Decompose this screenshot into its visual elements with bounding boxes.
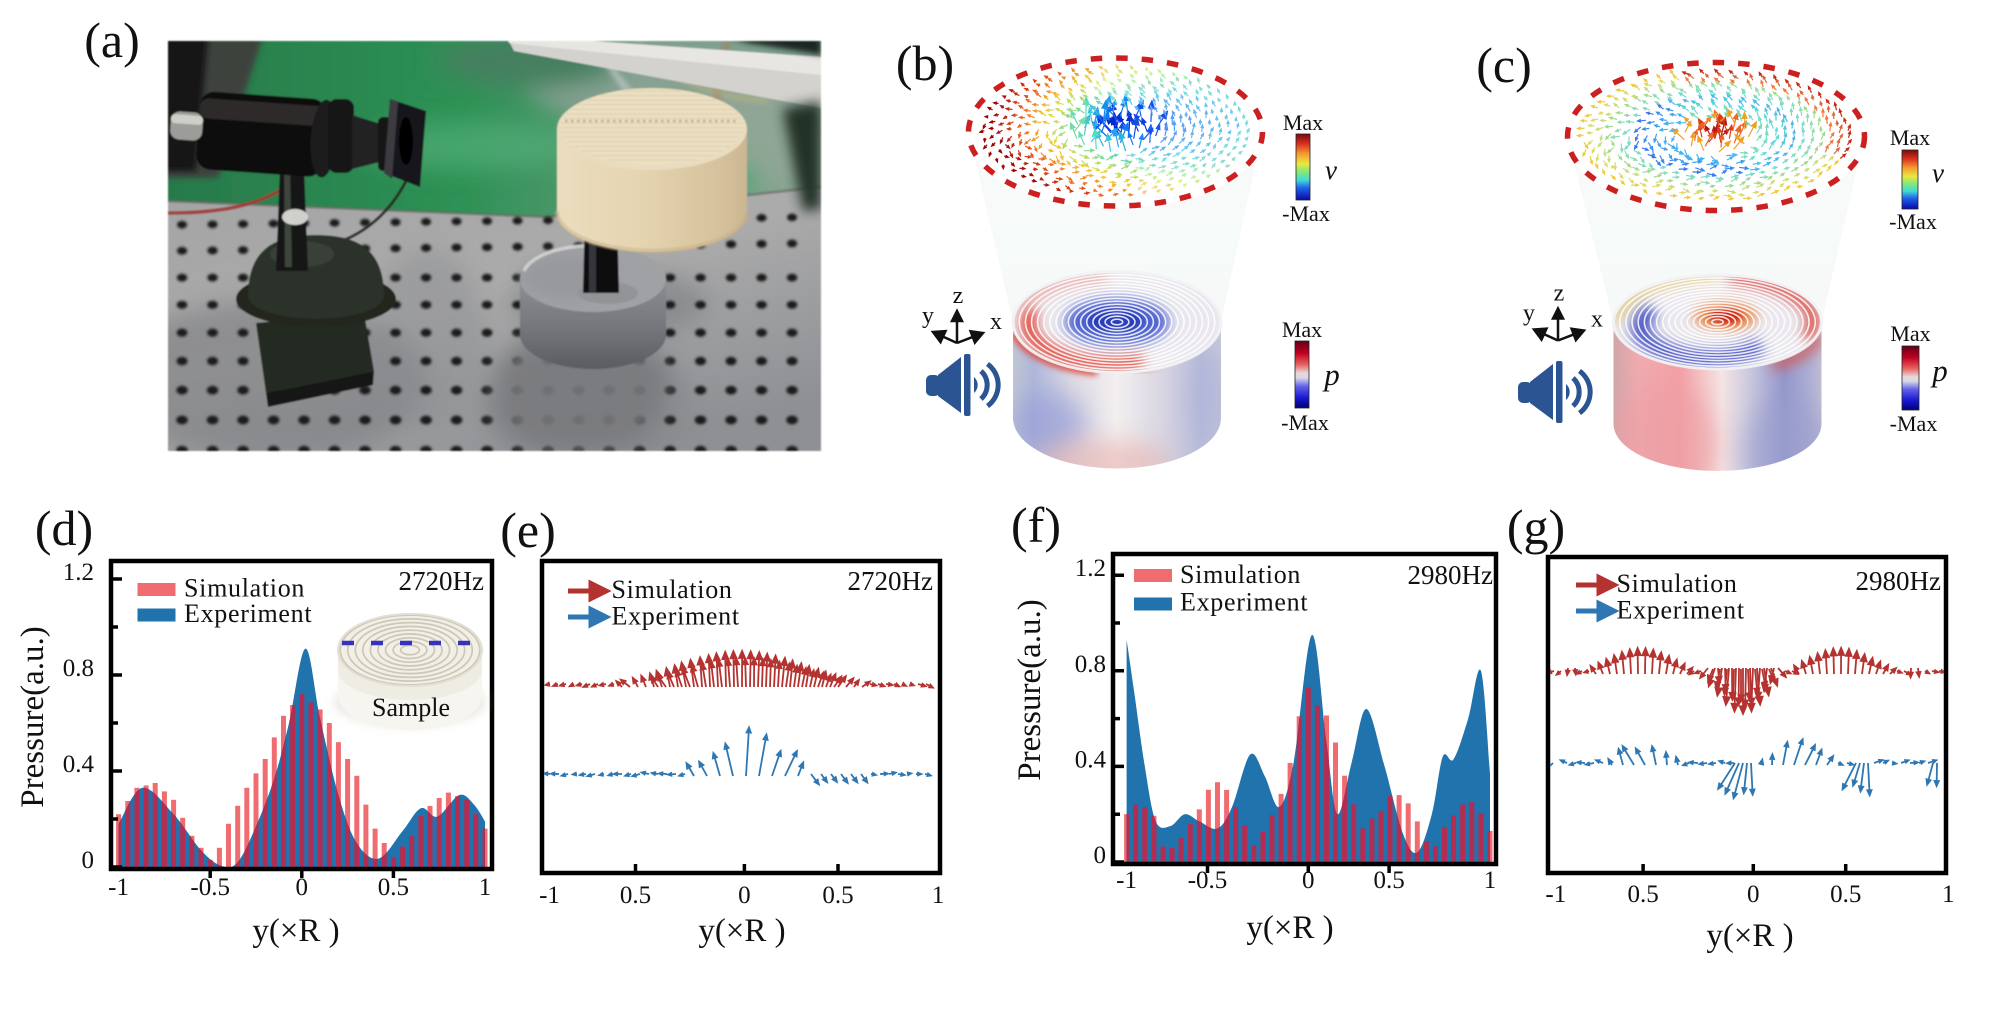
svg-text:Experiment: Experiment [1180, 588, 1308, 617]
svg-text:0.5: 0.5 [378, 874, 409, 901]
svg-text:1.2: 1.2 [63, 559, 94, 586]
svg-text:y(×R ): y(×R ) [1246, 910, 1333, 946]
svg-text:(b): (b) [896, 35, 954, 91]
svg-text:1: 1 [1484, 867, 1497, 894]
svg-text:1: 1 [479, 874, 492, 901]
svg-text:(e): (e) [500, 502, 556, 558]
svg-text:Max: Max [1283, 110, 1323, 135]
svg-text:(d): (d) [35, 500, 93, 556]
svg-text:Pressure(a.u.): Pressure(a.u.) [15, 626, 51, 807]
svg-text:0.4: 0.4 [1075, 746, 1107, 773]
svg-text:(f): (f) [1011, 497, 1061, 553]
svg-text:-1: -1 [1116, 867, 1137, 894]
svg-text:Simulation: Simulation [1617, 569, 1738, 598]
svg-text:0.5: 0.5 [1830, 881, 1861, 908]
svg-text:Sample: Sample [372, 693, 450, 722]
svg-text:2980Hz: 2980Hz [1408, 560, 1493, 590]
svg-text:Simulation: Simulation [184, 574, 305, 603]
svg-text:Max: Max [1890, 321, 1930, 346]
svg-text:0.5: 0.5 [1373, 867, 1404, 894]
svg-text:1.2: 1.2 [1075, 555, 1106, 582]
svg-text:-1: -1 [539, 882, 560, 909]
svg-text:p: p [1930, 353, 1948, 388]
svg-text:v: v [1932, 158, 1944, 188]
svg-text:0: 0 [1747, 881, 1760, 908]
svg-text:Simulation: Simulation [612, 575, 733, 604]
svg-text:0.4: 0.4 [63, 751, 95, 778]
svg-text:-Max: -Max [1890, 411, 1938, 436]
svg-text:Experiment: Experiment [1617, 596, 1745, 625]
svg-text:0: 0 [82, 847, 95, 874]
svg-text:0: 0 [1302, 867, 1315, 894]
svg-text:Simulation: Simulation [1180, 560, 1301, 589]
svg-text:z: z [953, 283, 964, 309]
svg-text:0.5: 0.5 [822, 882, 853, 909]
svg-text:2980Hz: 2980Hz [1856, 566, 1941, 596]
svg-text:1: 1 [932, 882, 945, 909]
svg-text:x: x [1591, 307, 1603, 333]
svg-text:Experiment: Experiment [612, 602, 740, 631]
svg-text:-Max: -Max [1282, 201, 1330, 226]
svg-text:y: y [922, 303, 934, 329]
svg-text:Max: Max [1282, 317, 1322, 342]
svg-text:Pressure(a.u.): Pressure(a.u.) [1012, 599, 1048, 780]
svg-text:-0.5: -0.5 [1188, 867, 1228, 894]
svg-text:y(×R ): y(×R ) [1706, 918, 1793, 954]
svg-text:-0.5: -0.5 [190, 874, 230, 901]
svg-text:-1: -1 [1545, 881, 1566, 908]
svg-text:Experiment: Experiment [184, 599, 312, 628]
svg-text:Max: Max [1890, 125, 1930, 150]
svg-text:z: z [1554, 281, 1565, 307]
svg-text:y(×R ): y(×R ) [698, 913, 785, 949]
svg-text:1: 1 [1942, 881, 1955, 908]
svg-text:(c): (c) [1476, 37, 1532, 93]
svg-text:0.5: 0.5 [1627, 881, 1658, 908]
svg-text:p: p [1322, 357, 1340, 392]
svg-text:0: 0 [738, 882, 751, 909]
svg-text:v: v [1325, 155, 1337, 185]
svg-text:2720Hz: 2720Hz [848, 566, 933, 596]
svg-text:-Max: -Max [1889, 209, 1937, 234]
svg-text:0.8: 0.8 [63, 655, 94, 682]
svg-text:-Max: -Max [1281, 410, 1329, 435]
svg-text:0: 0 [1094, 842, 1107, 869]
svg-text:x: x [990, 309, 1002, 335]
svg-text:0.8: 0.8 [1075, 651, 1106, 678]
svg-text:-1: -1 [108, 874, 129, 901]
svg-text:0.5: 0.5 [620, 882, 651, 909]
svg-text:2720Hz: 2720Hz [399, 566, 484, 596]
svg-text:0: 0 [296, 874, 309, 901]
svg-text:y: y [1523, 301, 1535, 327]
svg-text:y(×R ): y(×R ) [252, 913, 339, 949]
svg-text:(g): (g) [1507, 499, 1565, 555]
svg-text:(a): (a) [84, 12, 140, 68]
